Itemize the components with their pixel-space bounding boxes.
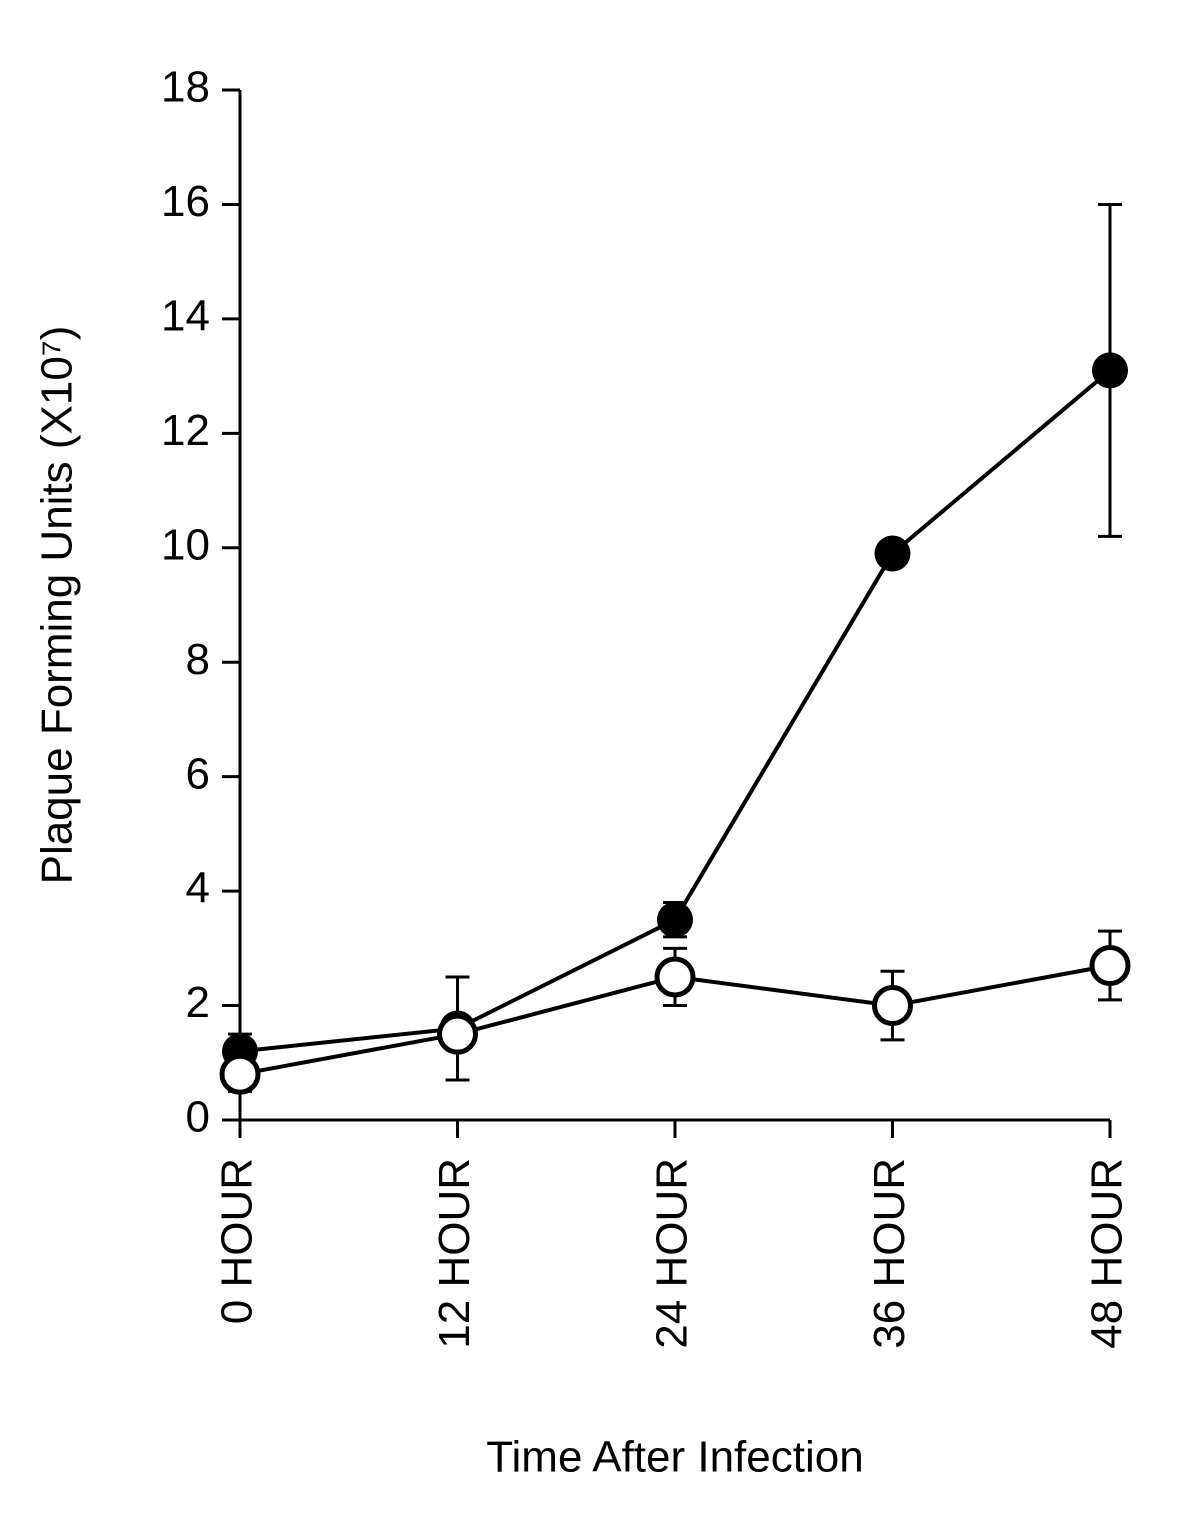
x-tick-label: 36 HOUR [865, 1158, 914, 1349]
y-tick-label: 16 [161, 177, 210, 226]
y-tick-label: 8 [186, 635, 210, 684]
y-tick-label: 10 [161, 520, 210, 569]
x-axis-label: Time After Infection [486, 1433, 863, 1482]
x-tick-label: 0 HOUR [213, 1158, 262, 1324]
marker-filled [1092, 352, 1128, 388]
y-tick-label: 0 [186, 1093, 210, 1142]
y-axis-label: Plaque Forming Units (X10⁷) [33, 326, 82, 885]
y-tick-label: 18 [161, 63, 210, 112]
marker-open [1092, 948, 1128, 984]
chart-container: 0 2 4 6 8 10 12 14 16 18 0 HOUR 12 HOUR 24 HOUR 36 HO… [0, 0, 1181, 1528]
marker-filled [875, 536, 911, 572]
marker-open [657, 959, 693, 995]
x-tick-label: 24 HOUR [648, 1158, 697, 1349]
y-tick-label: 6 [186, 749, 210, 798]
x-tick-label: 48 HOUR [1083, 1158, 1132, 1349]
marker-open [440, 1016, 476, 1052]
y-tick-label: 14 [161, 292, 210, 341]
pfu-chart: 0 2 4 6 8 10 12 14 16 18 0 HOUR 12 HOUR 24 HOUR 36 HO… [0, 0, 1181, 1528]
marker-filled [657, 902, 693, 938]
y-tick-label: 2 [186, 978, 210, 1027]
y-tick-label: 4 [186, 864, 210, 913]
x-tick-label: 12 HOUR [430, 1158, 479, 1349]
y-tick-label: 12 [161, 406, 210, 455]
marker-open [875, 988, 911, 1024]
marker-open [222, 1056, 258, 1092]
